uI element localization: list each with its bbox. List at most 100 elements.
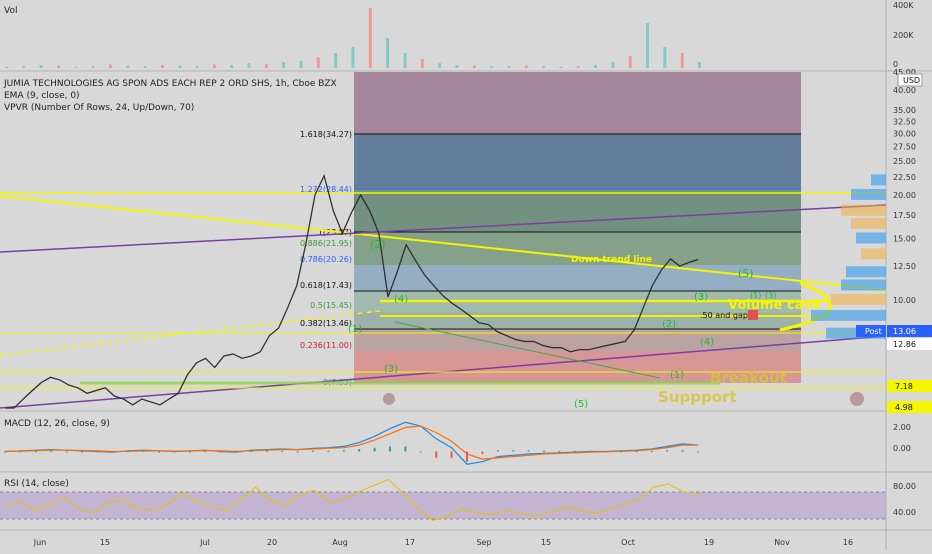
macd-hist-bar [312, 450, 314, 452]
macd-legend[interactable]: MACD (12, 26, close, 9) [4, 419, 110, 429]
rsi-band [0, 492, 886, 519]
time-tick: 20 [267, 538, 277, 547]
time-tick: 19 [704, 538, 714, 547]
macd-hist-bar [404, 446, 407, 452]
wave-label: (5) [574, 399, 588, 410]
down-trend-line [0, 195, 887, 291]
volume-profile-row [841, 279, 886, 291]
currency-label: USD [903, 76, 920, 85]
time-tick: 17 [405, 538, 415, 547]
vpvr-legend[interactable]: VPVR (Number Of Rows, 24, Up/Down, 70) [4, 103, 194, 113]
price-tick: 25.00 [893, 157, 916, 166]
macd-hist-bar [204, 451, 207, 453]
time-tick: Jun [33, 538, 47, 547]
rsi-line [4, 478, 699, 521]
time-tick: Aug [332, 538, 348, 547]
fib-label: 1.618(34.27) [300, 130, 352, 139]
macd-hist-bar [435, 451, 438, 458]
volume-bar [195, 66, 199, 68]
volume-bar [316, 57, 320, 68]
time-tick: Oct [621, 538, 635, 547]
macd-hist-bar [527, 450, 530, 452]
ema-legend[interactable]: EMA (9, close, 0) [4, 91, 80, 101]
fib-label: 0.786(20.26) [300, 255, 352, 264]
wave-label: (2) [370, 238, 386, 251]
fib-label: 1.272(28.44) [300, 185, 352, 194]
price-tick: 45.00 [893, 68, 916, 77]
volume-bar [247, 63, 251, 68]
price-tick: 10.00 [893, 296, 916, 305]
fib-zone [354, 265, 801, 291]
macd-hist-bar [342, 450, 345, 452]
price-tick: 15.00 [893, 234, 916, 243]
fib-zone [354, 329, 801, 351]
rsi-legend[interactable]: RSI (14, close) [4, 479, 69, 489]
volume-bar [230, 65, 234, 68]
fib-label: 0.382(13.46) [300, 319, 352, 328]
volume-bar [74, 66, 78, 68]
wave-label: (4) [394, 294, 408, 305]
dashed-support-line [0, 310, 381, 356]
volume-bar [663, 47, 667, 68]
time-tick: 16 [843, 538, 853, 547]
volume-bar [542, 66, 546, 68]
wave-label: (1) [670, 370, 684, 381]
volume-bar [57, 65, 60, 68]
post-label: Post [865, 327, 882, 336]
volume-bar [698, 62, 701, 68]
macd-hist-bar [50, 450, 53, 452]
volume-bar [524, 65, 528, 68]
symbol-title[interactable]: JUMIA TECHNOLOGIES AG SPON ADS EACH REP … [3, 79, 337, 89]
macd-hist-bar [142, 450, 145, 452]
level-value: 7.18 [895, 382, 913, 391]
event-marker[interactable] [383, 393, 395, 405]
macd-hist-bar [34, 451, 37, 453]
volume-bar [594, 65, 597, 68]
macd-hist-bar [281, 450, 284, 452]
currency-badge[interactable] [897, 73, 923, 87]
macd-hist-bar [96, 451, 99, 453]
volume-bar [628, 56, 632, 68]
volume-bar [611, 62, 615, 68]
fib-zone [354, 134, 801, 189]
macd-hist-bar [666, 450, 669, 452]
time-tick: 15 [541, 538, 551, 547]
macd-signal-line [4, 425, 698, 460]
event-marker[interactable] [850, 392, 864, 406]
volume-bar [472, 65, 476, 68]
post-badge [856, 325, 886, 337]
rsi-tick: 40.00 [893, 508, 916, 517]
volume-profile-row [811, 309, 886, 321]
post-value: 13.06 [893, 327, 916, 336]
wave-line [394, 321, 661, 379]
volume-bar [160, 65, 164, 68]
macd-hist-bar [4, 451, 6, 453]
macd-hist-bar [358, 449, 361, 452]
volume-cave-label: Volume cave [728, 298, 821, 313]
price-axis[interactable]: 400K 200K 0 45.00 40.00 35.00 32.50 30.00 27.… [893, 1, 916, 517]
volume-profile-row [856, 232, 886, 244]
fib-label: 0.236(11.00) [300, 341, 352, 350]
price-series-shadow [5, 174, 699, 409]
macd-histogram [4, 446, 699, 462]
fib-label: 0.5(15.45) [310, 301, 352, 310]
macd-hist-bar [127, 451, 130, 453]
fib-zone-bottom [354, 351, 801, 383]
time-tick: Sep [476, 538, 491, 547]
macd-hist-bar [265, 450, 268, 452]
volume-bar [264, 64, 268, 68]
volume-bar [368, 8, 372, 68]
volume-bar [576, 66, 580, 68]
time-axis[interactable]: Jun 15 Jul 20 Aug 17 Sep 15 Oct 19 Nov 16 [33, 538, 853, 547]
macd-hist-bar [65, 451, 68, 453]
fib-retracement[interactable] [354, 72, 801, 383]
last-price: 12.86 [893, 340, 916, 349]
macd-hist-bar [589, 450, 592, 452]
wave-label: (4) [700, 337, 714, 348]
trend-lines[interactable] [0, 192, 887, 409]
fib-label: 0.886(21.95) [300, 239, 352, 248]
volume-bar [91, 66, 95, 68]
wave-label: (3) [384, 364, 398, 375]
post-value-badge [887, 325, 932, 337]
